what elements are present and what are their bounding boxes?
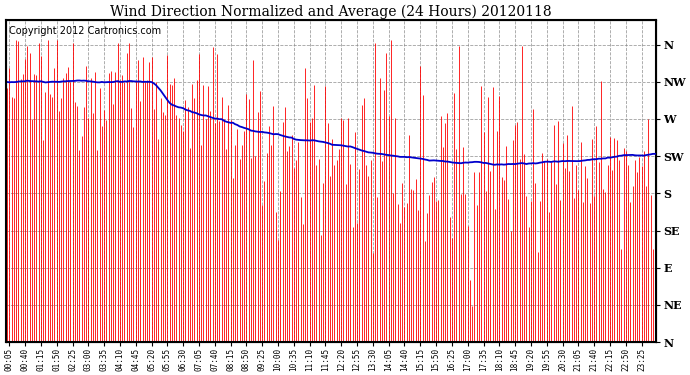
Text: Copyright 2012 Cartronics.com: Copyright 2012 Cartronics.com (9, 26, 161, 36)
Title: Wind Direction Normalized and Average (24 Hours) 20120118: Wind Direction Normalized and Average (2… (110, 4, 552, 18)
